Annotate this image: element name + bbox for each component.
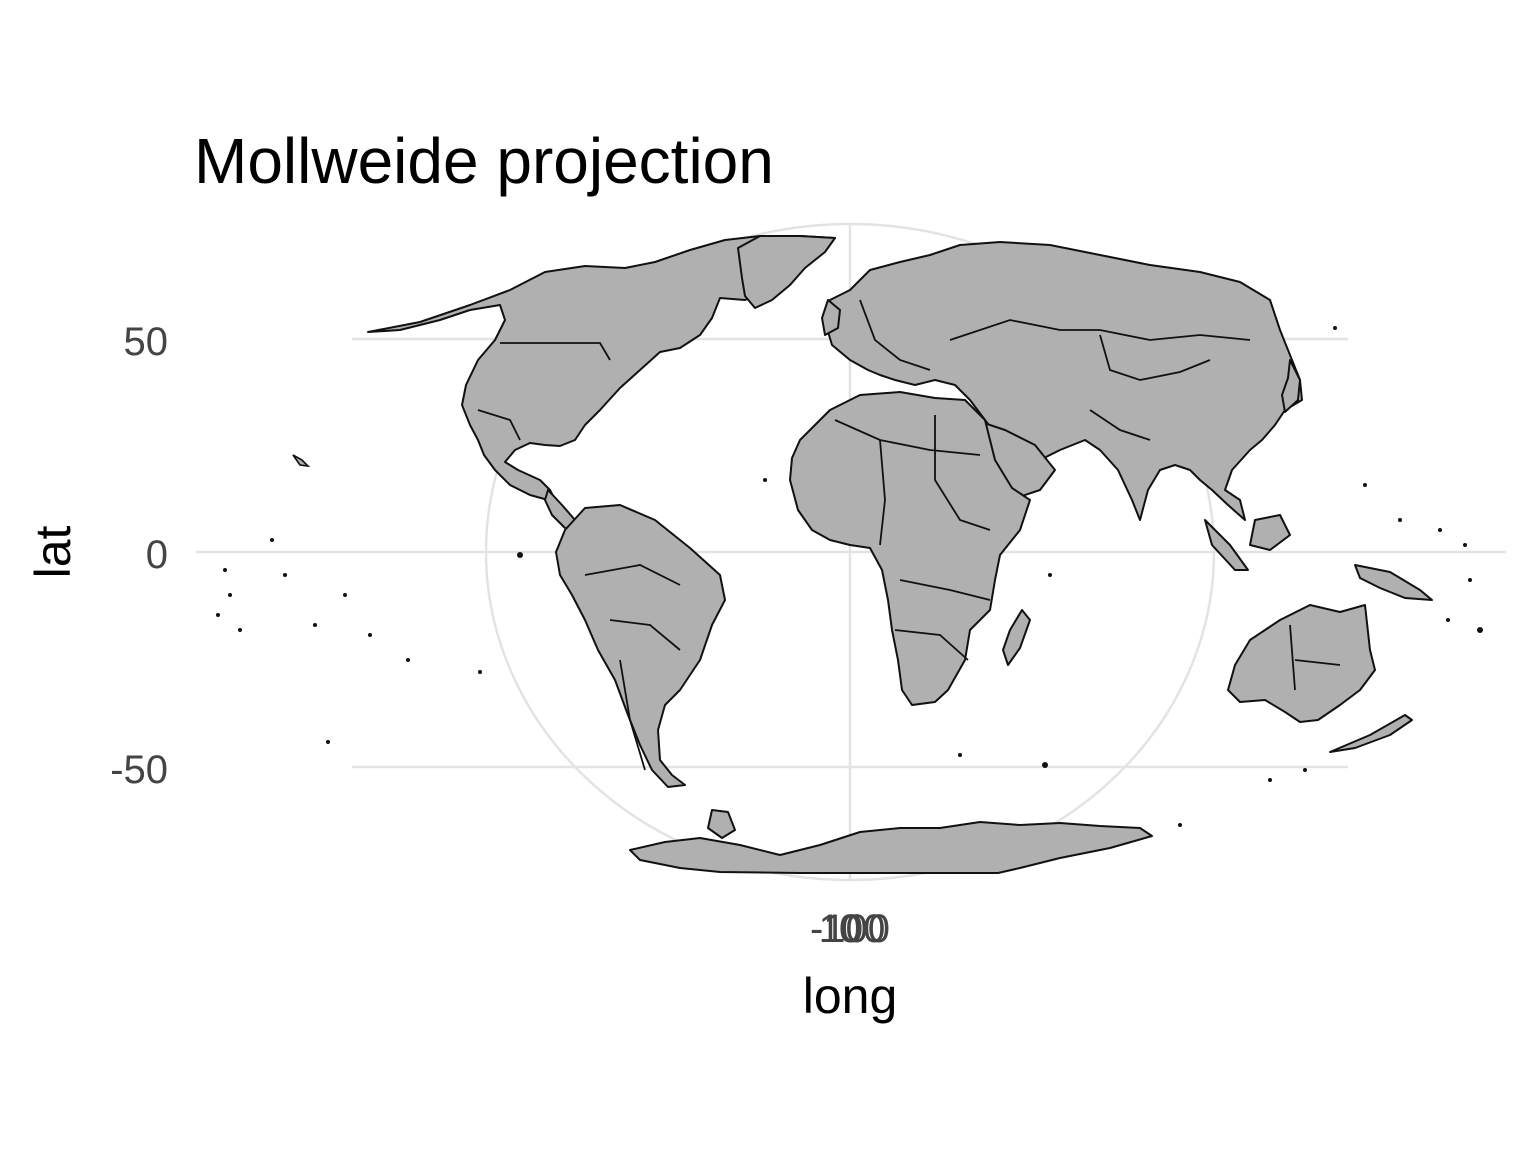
island-dot [368, 633, 372, 637]
island-dot [1268, 778, 1272, 782]
africa [789, 391, 1031, 706]
border-africa-5 [894, 629, 969, 661]
land-masses [367, 235, 1433, 874]
y-tick-label: -50 [110, 748, 168, 792]
border-africa-4 [899, 579, 991, 601]
island-dot [238, 628, 242, 632]
new-zealand [1329, 714, 1413, 753]
island-dot [1477, 627, 1483, 633]
island-dot [406, 658, 410, 662]
island-dot [1398, 518, 1402, 522]
x-tick-label: 100 [819, 907, 886, 951]
border-india [1089, 409, 1151, 441]
island-dot [223, 568, 227, 572]
island-dot [478, 670, 482, 674]
border-africa-3 [934, 415, 991, 531]
country-borders [477, 299, 1341, 771]
island-dot [1363, 483, 1367, 487]
borneo [1249, 514, 1291, 551]
island-dot [216, 613, 220, 617]
island-dot [1042, 762, 1048, 768]
australia [1227, 604, 1376, 723]
border-australia [1289, 624, 1341, 691]
island-dot [958, 753, 962, 757]
antarctic-peninsula [707, 809, 736, 839]
antarctica [629, 821, 1153, 874]
island-dot [763, 478, 767, 482]
border-us-canada [500, 342, 611, 361]
sumatra [1204, 519, 1249, 571]
x-tick-label: 0 [839, 907, 861, 951]
island-dot [270, 538, 274, 542]
border-south-america-1 [584, 564, 681, 586]
small-islands [216, 326, 1483, 827]
island-dot [1468, 578, 1472, 582]
island-dot [1446, 618, 1450, 622]
island-dot [228, 593, 232, 597]
madagascar [1002, 609, 1031, 666]
new-guinea [1354, 564, 1433, 601]
island-dot [283, 573, 287, 577]
island-dot [1178, 823, 1182, 827]
british-isles [821, 299, 841, 336]
japan [1281, 359, 1301, 413]
border-africa-1 [834, 419, 981, 456]
border-china [1099, 334, 1211, 381]
island-dot [343, 593, 347, 597]
eurasia [825, 241, 1303, 521]
border-russia-south [949, 319, 1251, 341]
greenland [737, 235, 836, 309]
plot-title: Mollweide projection [194, 125, 774, 197]
border-south-america-2 [609, 619, 681, 651]
island-dot [1303, 768, 1307, 772]
y-axis-ticks: 50 0 -50 [110, 320, 168, 792]
island-dot [517, 552, 523, 558]
border-europe [859, 299, 931, 371]
hawaii [292, 454, 311, 468]
border-us-mexico [477, 409, 521, 441]
x-axis-title: long [803, 968, 898, 1024]
island-dot [1438, 528, 1442, 532]
north-america [367, 235, 836, 511]
island-dot [1463, 543, 1467, 547]
island-dot [313, 623, 317, 627]
border-africa-2 [879, 439, 886, 546]
x-tick-label: -100 [810, 907, 890, 951]
y-tick-label: 50 [124, 320, 169, 364]
y-axis-title: lat [25, 525, 81, 578]
y-tick-label: 0 [146, 533, 168, 577]
island-dot [1333, 326, 1337, 330]
island-dot [326, 740, 330, 744]
border-south-america-3 [619, 659, 646, 771]
south-america [555, 504, 726, 788]
island-dot [1048, 573, 1052, 577]
x-axis-ticks: -100 0 100 [810, 907, 890, 951]
